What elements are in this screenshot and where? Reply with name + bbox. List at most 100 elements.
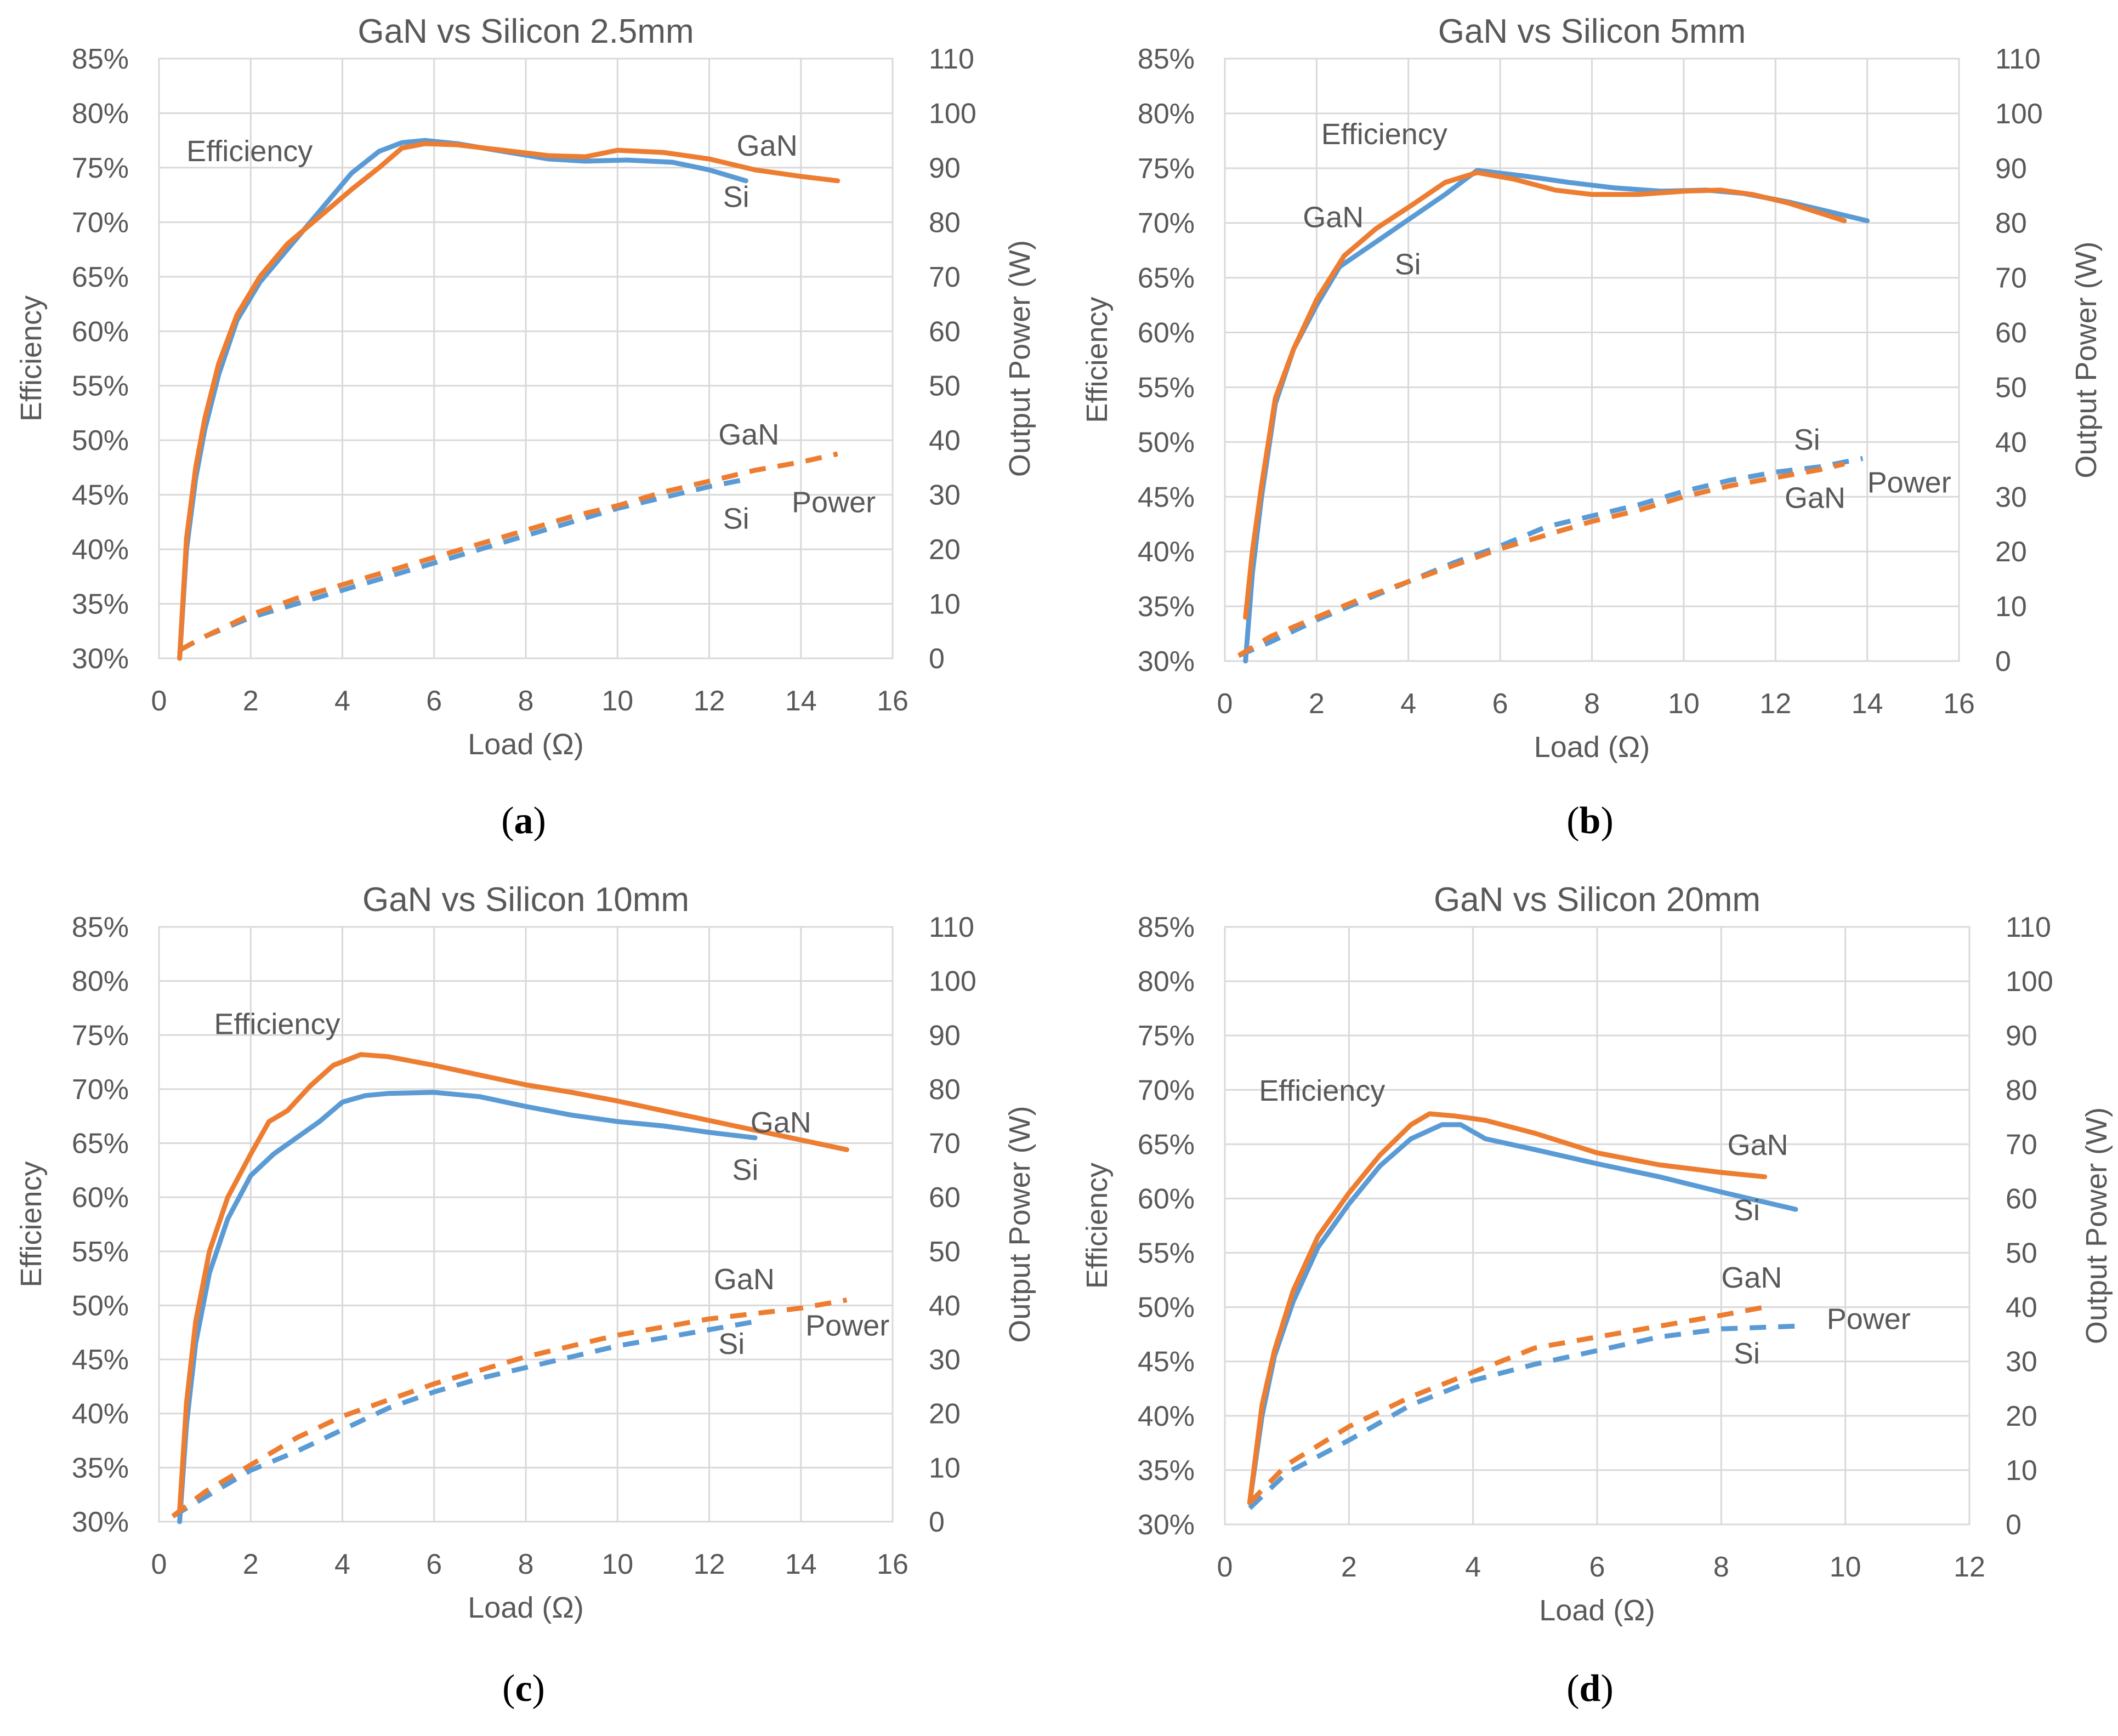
series-si-power-line bbox=[171, 1319, 756, 1518]
annotation-label: Power bbox=[805, 1310, 889, 1342]
x-tick-label: 10 bbox=[601, 1549, 633, 1580]
chart-title: GaN vs Silicon 2.5mm bbox=[357, 13, 694, 50]
y-tick-label: 55% bbox=[72, 371, 129, 402]
y2-tick-label: 0 bbox=[1995, 646, 2011, 678]
x-tick-label: 6 bbox=[1589, 1551, 1605, 1583]
y2-tick-label: 80 bbox=[929, 1074, 961, 1106]
annotation-label: Si bbox=[723, 502, 749, 535]
y2-tick-label: 10 bbox=[929, 1452, 961, 1484]
y2-tick-label: 40 bbox=[929, 1290, 961, 1322]
x-axis-label: Load (Ω) bbox=[468, 1591, 583, 1624]
chart-panel-a: 30% 35% 40% 45% 50% 55% 60% 65% 70% 75% 80% 85% 0 10 2… bbox=[15, 13, 1036, 842]
y-tick-label: 35% bbox=[1138, 1455, 1195, 1487]
y2-tick-label: 10 bbox=[2006, 1455, 2037, 1487]
annotation-label: GaN bbox=[1785, 481, 1846, 514]
x-tick-label: 4 bbox=[1465, 1551, 1481, 1583]
y2-tick-label: 100 bbox=[2006, 966, 2053, 998]
x-tick-label: 2 bbox=[243, 1549, 259, 1580]
annotation-label: Si bbox=[718, 1328, 745, 1361]
x-tick-label: 14 bbox=[1852, 688, 1883, 720]
y2-tick-label: 50 bbox=[2006, 1238, 2037, 1270]
y-tick-label: 50% bbox=[1138, 1292, 1195, 1324]
y-tick-label: 50% bbox=[72, 425, 129, 457]
y-axis-label: Efficiency bbox=[1081, 297, 1114, 423]
x-tick-label: 6 bbox=[1492, 688, 1508, 720]
y2-tick-label: 80 bbox=[2006, 1074, 2037, 1106]
y2-axis-label: Output Power (W) bbox=[1003, 1106, 1036, 1342]
y2-tick-label: 0 bbox=[2006, 1509, 2022, 1541]
x-tick-label: 10 bbox=[601, 685, 633, 717]
y-tick-label: 75% bbox=[1138, 1020, 1195, 1052]
y2-tick-label: 20 bbox=[1995, 536, 2027, 568]
series-si-power-line bbox=[178, 476, 751, 653]
chart-panel-d: 30% 35% 40% 45% 50% 55% 60% 65% 70% 75% 80% 85% 0 10 2… bbox=[1081, 881, 2113, 1710]
y-tick-label: 60% bbox=[72, 316, 129, 348]
annotation-label: Efficiency bbox=[1321, 118, 1447, 151]
annotation-label: Si bbox=[1395, 248, 1421, 281]
y-tick-label: 75% bbox=[72, 1020, 129, 1051]
y-tick-label: 30% bbox=[1138, 646, 1195, 678]
y-tick-label: 80% bbox=[1138, 966, 1195, 998]
y2-tick-label: 90 bbox=[2006, 1020, 2037, 1052]
y-axis-label: Efficiency bbox=[15, 1161, 48, 1287]
y-tick-label: 50% bbox=[1138, 426, 1195, 458]
panel-caption: (b) bbox=[1566, 800, 1614, 842]
y2-tick-label: 60 bbox=[2006, 1183, 2037, 1215]
y-tick-label: 45% bbox=[72, 1344, 129, 1376]
x-axis-label: Load (Ω) bbox=[1539, 1594, 1655, 1627]
y-tick-label: 40% bbox=[1138, 1401, 1195, 1432]
y-tick-label: 85% bbox=[72, 912, 129, 943]
y-tick-label: 80% bbox=[1138, 98, 1195, 130]
x-tick-label: 10 bbox=[1830, 1551, 1861, 1583]
y2-tick-label: 50 bbox=[929, 1236, 961, 1268]
y-tick-label: 70% bbox=[1138, 1074, 1195, 1106]
y-tick-label: 85% bbox=[1138, 912, 1195, 943]
y-tick-label: 30% bbox=[1138, 1509, 1195, 1541]
chart-title: GaN vs Silicon 5mm bbox=[1438, 13, 1746, 50]
y-tick-label: 60% bbox=[1138, 317, 1195, 349]
y2-tick-label: 70 bbox=[1995, 263, 2027, 294]
x-tick-label: 2 bbox=[243, 685, 259, 717]
y2-axis-label: Output Power (W) bbox=[1003, 240, 1036, 477]
annotation-label: Efficiency bbox=[186, 135, 313, 168]
y-tick-label: 65% bbox=[72, 261, 129, 293]
annotation-label: Power bbox=[792, 486, 876, 519]
y2-tick-label: 40 bbox=[929, 425, 961, 457]
y-tick-label: 45% bbox=[72, 480, 129, 511]
annotation-label: GaN bbox=[737, 129, 798, 162]
x-tick-label: 14 bbox=[785, 685, 817, 717]
annotation-label: GaN bbox=[714, 1263, 775, 1296]
panel-caption: (c) bbox=[502, 1667, 545, 1710]
y2-tick-label: 110 bbox=[929, 912, 974, 943]
annotation-label: Si bbox=[1734, 1194, 1760, 1227]
x-tick-label: 0 bbox=[1217, 688, 1233, 720]
series-si-power-line bbox=[1237, 456, 1864, 658]
y-axis-label: Efficiency bbox=[1081, 1163, 1114, 1289]
annotation-label: GaN bbox=[751, 1106, 811, 1139]
series-si-efficiency-line bbox=[1247, 1122, 1798, 1505]
y2-tick-label: 50 bbox=[929, 371, 961, 402]
y-tick-label: 60% bbox=[1138, 1183, 1195, 1215]
series-gan-power-line bbox=[1237, 461, 1845, 658]
y2-tick-label: 20 bbox=[929, 534, 961, 566]
y2-tick-label: 70 bbox=[929, 1128, 961, 1160]
x-tick-label: 4 bbox=[1400, 688, 1416, 720]
x-tick-label: 6 bbox=[426, 1549, 442, 1580]
series-si-efficiency-line bbox=[1243, 168, 1870, 664]
y2-axis-label: Output Power (W) bbox=[2080, 1107, 2113, 1344]
y-tick-label: 65% bbox=[1138, 1129, 1195, 1160]
annotation-label: GaN bbox=[1721, 1261, 1782, 1294]
x-tick-label: 8 bbox=[1584, 688, 1600, 720]
chart-title: GaN vs Silicon 20mm bbox=[1434, 881, 1761, 919]
x-tick-label: 12 bbox=[1954, 1551, 1985, 1583]
series-si-efficiency-line bbox=[177, 138, 748, 661]
y2-tick-label: 60 bbox=[1995, 317, 2027, 349]
y-tick-label: 70% bbox=[72, 1074, 129, 1106]
y2-tick-label: 100 bbox=[1995, 98, 2043, 130]
y2-tick-label: 30 bbox=[929, 480, 961, 511]
y2-tick-label: 70 bbox=[929, 261, 961, 293]
series-si-efficiency-line bbox=[177, 1090, 758, 1524]
x-tick-label: 6 bbox=[426, 685, 442, 717]
panel-caption: (a) bbox=[501, 800, 546, 842]
series-gan-efficiency-line bbox=[1247, 1111, 1768, 1505]
